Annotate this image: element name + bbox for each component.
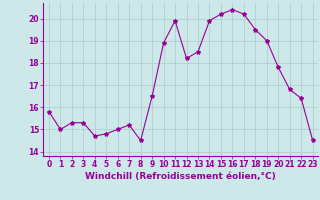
- X-axis label: Windchill (Refroidissement éolien,°C): Windchill (Refroidissement éolien,°C): [85, 172, 276, 181]
